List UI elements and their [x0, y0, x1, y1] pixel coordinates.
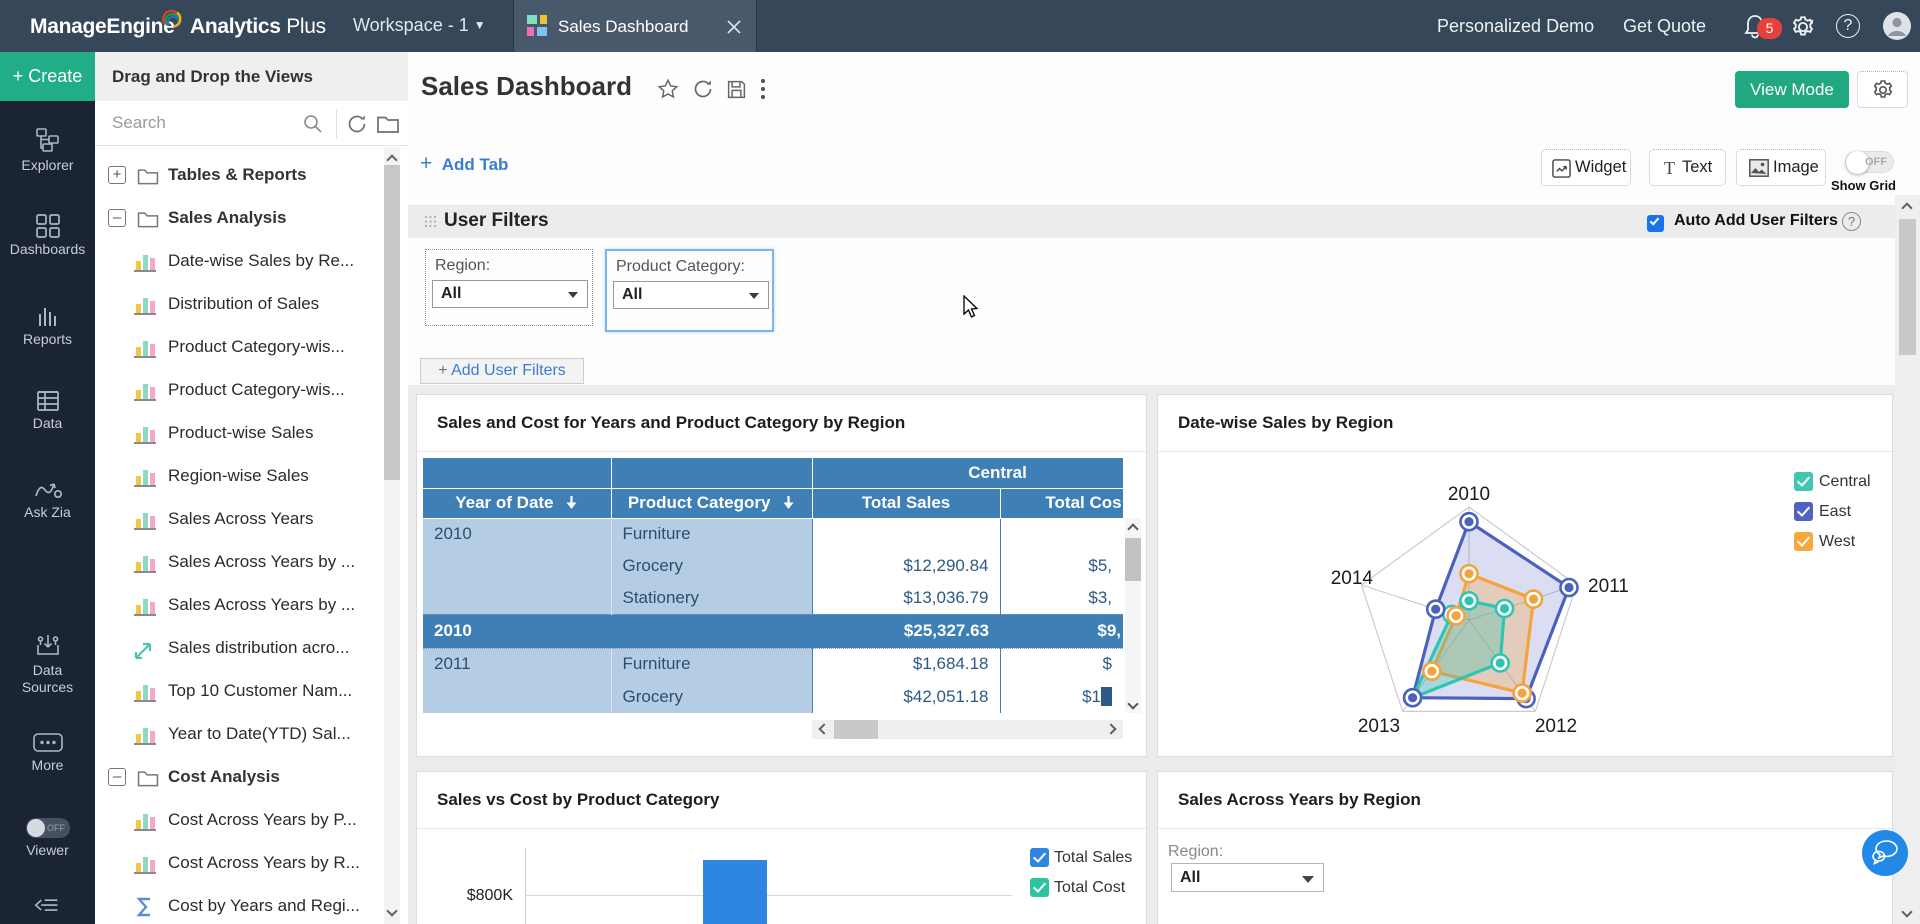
svg-text:2011: 2011 — [1588, 576, 1629, 597]
svg-text:2014: 2014 — [1331, 568, 1374, 589]
svg-text:2012: 2012 — [1535, 716, 1577, 737]
svg-text:2010: 2010 — [1448, 484, 1490, 505]
svg-text:2013: 2013 — [1358, 716, 1400, 737]
